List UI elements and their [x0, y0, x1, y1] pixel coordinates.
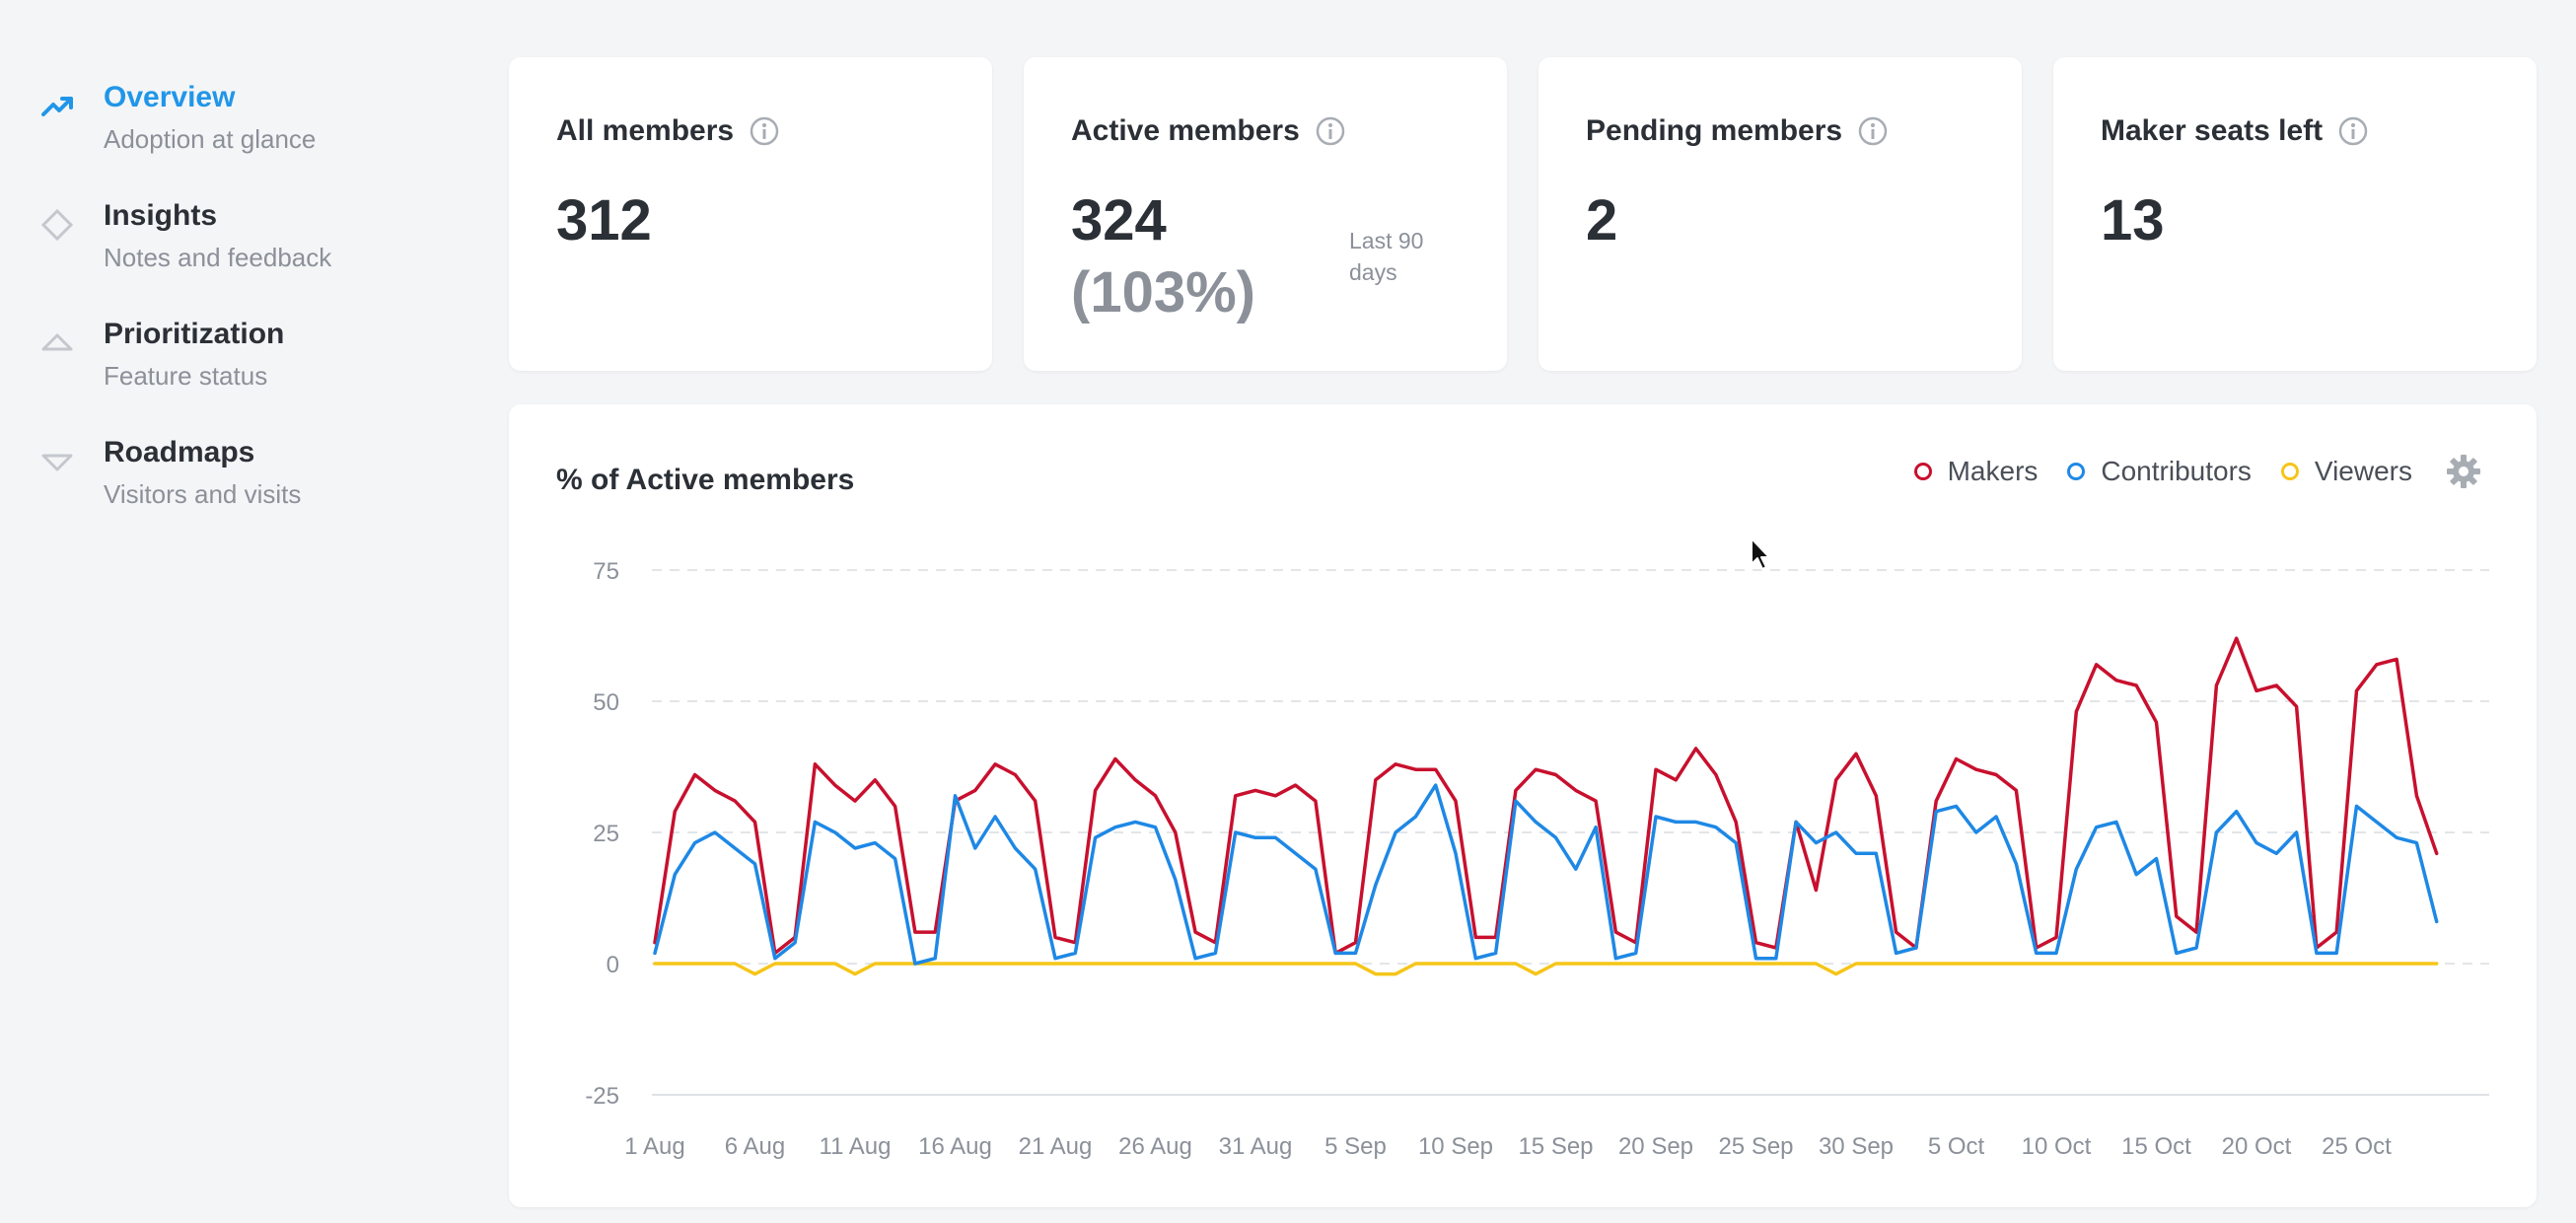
stat-title: Active members: [1071, 114, 1345, 148]
x-tick-label: 30 Sep: [1819, 1133, 1894, 1160]
sidebar-item-label: Insights: [104, 199, 218, 232]
x-tick-label: 31 Aug: [1219, 1133, 1293, 1160]
legend-item-makers[interactable]: Makers: [1913, 456, 2039, 487]
sidebar: Overview Adoption at glance Insights Not…: [0, 0, 493, 1223]
sidebar-item-subtitle: Adoption at glance: [104, 124, 317, 154]
y-tick-label: 25: [593, 821, 619, 847]
stat-value: 13: [2101, 188, 2165, 252]
y-tick-label: -25: [585, 1083, 619, 1110]
legend-marker: [1913, 463, 1932, 480]
info-icon[interactable]: [2338, 116, 2368, 146]
sidebar-item-label: Roadmaps: [104, 436, 255, 468]
stat-title-text: Maker seats left: [2101, 114, 2324, 147]
x-tick-label: 20 Oct: [2222, 1133, 2292, 1160]
sidebar-item-subtitle: Notes and feedback: [104, 243, 332, 272]
legend-marker: [2067, 463, 2086, 480]
diamond-icon: [40, 208, 74, 242]
sidebar-item-label: Prioritization: [104, 318, 285, 350]
legend-item-viewers[interactable]: Viewers: [2280, 456, 2412, 487]
stat-title: All members: [556, 114, 779, 148]
legend-label: Makers: [1947, 456, 2039, 486]
sidebar-item-prioritization[interactable]: Prioritization Feature status: [39, 318, 473, 416]
stat-value: 2: [1586, 188, 1618, 252]
stat-value-number: 324: [1071, 188, 1167, 252]
trending-up-icon: [41, 97, 73, 116]
series-line-contributors: [653, 783, 2439, 966]
triangle-down-icon: [41, 454, 73, 471]
stat-title-text: Active members: [1071, 114, 1300, 147]
x-tick-label: 26 Aug: [1118, 1133, 1192, 1160]
series-line-viewers: [653, 962, 2439, 976]
legend-label: Contributors: [2101, 456, 2252, 486]
stat-card-all-members: All members 312: [509, 57, 992, 371]
x-tick-label: 15 Oct: [2121, 1133, 2191, 1160]
x-tick-label: 1 Aug: [624, 1133, 684, 1160]
x-tick-label: 6 Aug: [725, 1133, 785, 1160]
mouse-cursor-icon: [1751, 538, 1770, 570]
chart-legend: Makers Contributors Viewers: [1913, 454, 2481, 489]
sidebar-item-overview[interactable]: Overview Adoption at glance: [39, 81, 473, 180]
sidebar-item-label: Overview: [104, 81, 236, 113]
legend-marker: [2280, 463, 2299, 480]
stat-card-pending-members: Pending members 2: [1538, 57, 2022, 371]
sidebar-item-insights[interactable]: Insights Notes and feedback: [39, 199, 473, 298]
stat-title: Maker seats left: [2101, 114, 2368, 148]
chart-title: % of Active members: [556, 464, 855, 496]
x-tick-label: 16 Aug: [918, 1133, 992, 1160]
line-chart: 75 50 25 0 -251 Aug 6 Aug 11 Aug 16 Aug 21 Aug 26…: [585, 558, 2489, 1160]
y-tick-label: 50: [593, 689, 619, 716]
x-tick-label: 25 Sep: [1718, 1133, 1793, 1160]
legend-item-contributors[interactable]: Contributors: [2067, 456, 2252, 487]
sidebar-item-subtitle: Feature status: [104, 361, 268, 391]
x-tick-label: 15 Sep: [1518, 1133, 1593, 1160]
stat-value: 312: [556, 188, 652, 252]
x-tick-label: 25 Oct: [2322, 1133, 2392, 1160]
stat-title: Pending members: [1586, 114, 1888, 148]
y-tick-label: 75: [593, 558, 619, 585]
x-tick-label: 20 Sep: [1618, 1133, 1693, 1160]
x-tick-label: 5 Oct: [1928, 1133, 1985, 1160]
legend-label: Viewers: [2314, 456, 2412, 486]
info-icon[interactable]: [1858, 116, 1888, 146]
stat-card-active-members: Active members 324 (103%) Last 90 days: [1024, 57, 1507, 371]
chart-card: % of Active members Makers Contributors …: [509, 404, 2537, 1207]
stat-title-text: All members: [556, 114, 735, 147]
sidebar-item-roadmaps[interactable]: Roadmaps Visitors and visits: [39, 436, 473, 535]
x-tick-label: 10 Oct: [2022, 1133, 2092, 1160]
x-tick-label: 21 Aug: [1019, 1133, 1093, 1160]
x-tick-label: 5 Sep: [1324, 1133, 1387, 1160]
stat-value: 324 (103%): [1071, 185, 1255, 328]
sidebar-item-subtitle: Visitors and visits: [104, 479, 302, 509]
x-tick-label: 10 Sep: [1418, 1133, 1493, 1160]
info-icon[interactable]: [1316, 116, 1345, 146]
x-tick-label: 11 Aug: [820, 1133, 892, 1160]
stat-note: Last 90 days: [1349, 228, 1424, 286]
stat-value-percent: (103%): [1071, 259, 1255, 324]
stat-card-maker-seats-left: Maker seats left 13: [2053, 57, 2537, 371]
triangle-up-icon: [41, 333, 73, 351]
gear-icon[interactable]: [2446, 454, 2481, 489]
y-tick-label: 0: [607, 952, 619, 978]
series-line-makers: [653, 636, 2439, 956]
info-icon[interactable]: [750, 116, 779, 146]
stat-title-text: Pending members: [1586, 114, 1843, 147]
